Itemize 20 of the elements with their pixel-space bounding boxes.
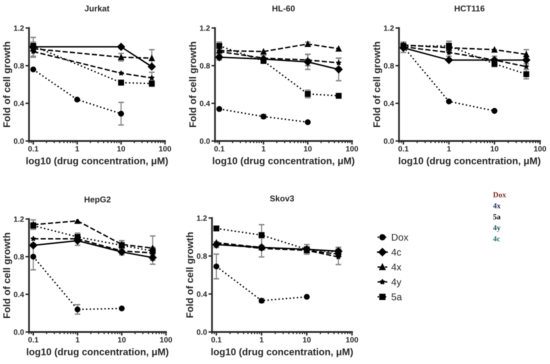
chart-title: Jurkat [84,5,110,12]
chart-title: HL-60 [272,6,295,12]
legend-label: 4y [391,278,402,288]
chart-title: HepG2 [84,196,111,204]
x-axis-title: log10 (drug concentration, μM) [212,157,354,166]
y-axis-title: Fold of cell growth [186,232,196,318]
legend-label: 5a [392,294,402,300]
y-axis-title: Fold of cell growth [3,42,12,128]
legend-label: 4c [391,248,402,256]
x-axis-title: log10 (drug concentration, μM) [26,348,168,358]
x-axis-title: log10 (drug concentration, μM) [26,157,168,166]
legend-label: Dox [392,234,408,241]
chart-title: Skov3 [270,195,294,202]
y-axis-title: Fold of cell growth [373,42,382,128]
x-axis-title: log10 (drug concentration, μM) [211,348,353,358]
x-axis-title: log10 (drug concentration, μM) [398,157,540,166]
chart-title: HCT116 [454,6,484,12]
y-axis-title: Fold of cell growth [189,42,198,128]
y-axis-title: Fold of cell growth [3,232,12,318]
legend-label: 4x [391,264,402,270]
